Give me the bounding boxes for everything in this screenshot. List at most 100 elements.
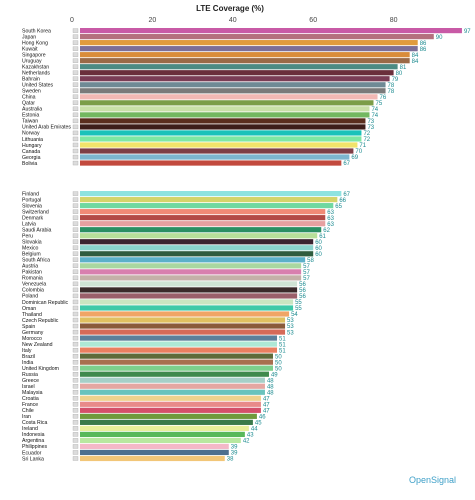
bar xyxy=(80,142,358,148)
bar-value-label: 43 xyxy=(247,433,254,439)
flag-icon xyxy=(72,396,79,401)
bar xyxy=(80,371,269,377)
bar-value-label: 75 xyxy=(376,101,383,107)
bar-value-label: 67 xyxy=(343,161,350,167)
bar-value-label: 47 xyxy=(263,409,270,415)
flag-icon xyxy=(72,100,79,105)
category-label: United Kingdom xyxy=(22,366,59,372)
bar xyxy=(80,88,386,94)
category-label: Morocco xyxy=(22,336,42,342)
category-label: Denmark xyxy=(22,215,43,221)
bar-value-label: 51 xyxy=(279,336,286,342)
flag-icon xyxy=(72,275,79,281)
flag-icon xyxy=(72,329,79,335)
bar xyxy=(80,52,410,58)
bar xyxy=(80,64,398,70)
bar xyxy=(80,455,225,462)
bar xyxy=(80,263,302,269)
flag-icon xyxy=(72,94,79,99)
flag-icon xyxy=(72,58,79,63)
bar-value-label: 74 xyxy=(371,107,378,113)
bar-value-label: 56 xyxy=(299,288,306,294)
bar xyxy=(80,100,374,106)
flag-icon xyxy=(72,257,79,262)
bar xyxy=(80,148,354,154)
flag-icon xyxy=(72,251,79,256)
bar-value-label: 48 xyxy=(267,390,274,396)
flag-icon xyxy=(72,341,79,347)
flag-icon xyxy=(72,450,79,455)
bar xyxy=(80,311,290,317)
flag-icon xyxy=(72,233,79,238)
bar xyxy=(80,299,294,305)
bar xyxy=(80,449,229,456)
category-label: South Korea xyxy=(22,28,51,34)
category-label: South Africa xyxy=(22,258,50,264)
flag-icon xyxy=(72,269,79,275)
category-label: Netherlands xyxy=(22,71,50,77)
bar-value-label: 78 xyxy=(388,89,395,95)
flag-icon xyxy=(72,209,79,214)
flag-icon xyxy=(72,245,79,250)
flag-icon xyxy=(72,82,79,87)
bar-value-label: 47 xyxy=(263,396,270,402)
category-label: Sri Lanka xyxy=(22,456,44,462)
bar-value-label: 53 xyxy=(287,330,294,336)
category-label: Costa Rica xyxy=(22,420,47,426)
category-label: Israel xyxy=(22,384,35,390)
bar-value-label: 55 xyxy=(295,300,302,306)
category-label: Austria xyxy=(22,264,38,270)
bar-value-label: 81 xyxy=(400,65,407,71)
category-label: Ecuador xyxy=(22,450,42,456)
bar-value-label: 60 xyxy=(315,246,322,252)
bar xyxy=(80,40,418,46)
bar xyxy=(80,215,326,221)
bar xyxy=(80,317,286,323)
flag-icon xyxy=(72,414,79,419)
flag-icon xyxy=(72,372,79,377)
bar xyxy=(80,227,322,233)
bar xyxy=(80,118,366,124)
bar-value-label: 86 xyxy=(420,41,427,47)
bar-value-label: 53 xyxy=(287,324,294,330)
bar xyxy=(80,70,394,76)
flag-icon xyxy=(72,378,79,383)
flag-icon xyxy=(72,239,79,244)
bar-value-label: 67 xyxy=(343,192,350,198)
category-label: Mexico xyxy=(22,246,39,252)
category-label: Argentina xyxy=(22,438,44,444)
bar xyxy=(80,94,378,100)
category-label: Portugal xyxy=(22,197,41,203)
bar xyxy=(80,347,278,353)
bar xyxy=(80,377,265,383)
flag-icon xyxy=(72,438,79,443)
bar-value-label: 48 xyxy=(267,378,274,384)
category-label: Italy xyxy=(22,348,32,354)
category-label: Peru xyxy=(22,234,33,240)
category-label: Pakistan xyxy=(22,270,42,276)
bar xyxy=(80,34,434,40)
bar xyxy=(80,136,362,142)
brand-logo-text: OpenSignal xyxy=(409,475,456,485)
bar-value-label: 86 xyxy=(420,47,427,53)
bar-value-label: 71 xyxy=(359,143,366,149)
x-tick-label: 0 xyxy=(70,17,74,24)
flag-icon xyxy=(72,366,79,371)
flag-icon xyxy=(72,28,79,33)
bar xyxy=(80,359,273,365)
bars: South Korea 97 Japan 90 Hong Kong 86 Kuwait 86 S… xyxy=(22,28,471,463)
bar xyxy=(80,401,261,407)
category-label: Kuwait xyxy=(22,46,38,52)
flag-icon xyxy=(72,118,79,124)
category-label: Norway xyxy=(22,131,40,137)
category-label: Brazil xyxy=(22,354,35,360)
flag-icon xyxy=(72,360,79,365)
bar-value-label: 39 xyxy=(231,445,238,451)
flag-icon xyxy=(72,305,79,311)
category-label: New Zealand xyxy=(22,342,53,348)
bar xyxy=(80,160,342,166)
flag-icon xyxy=(72,52,79,57)
bar xyxy=(80,293,298,299)
flag-icon xyxy=(72,323,79,329)
bar xyxy=(80,437,241,444)
